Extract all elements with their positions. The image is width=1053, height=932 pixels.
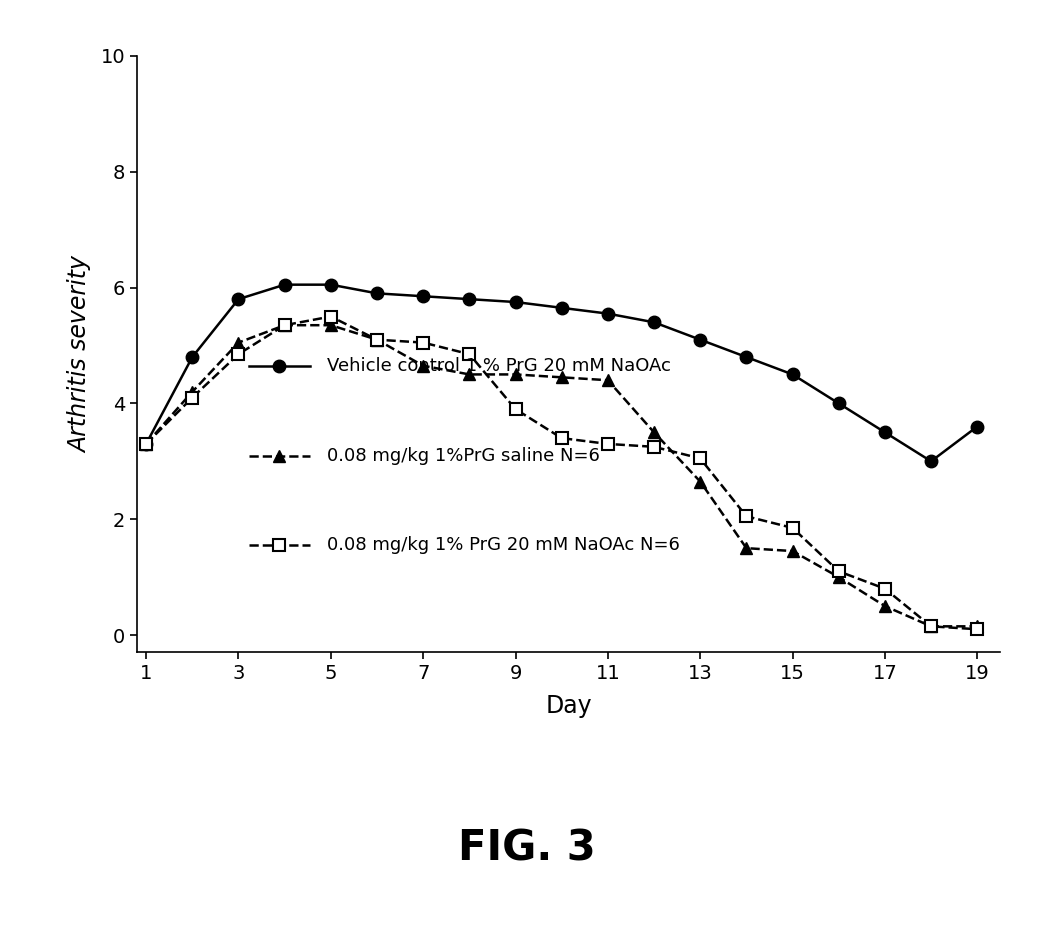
X-axis label: Day: Day (545, 694, 592, 719)
Text: 0.08 mg/kg 1% PrG 20 mM NaOAc N=6: 0.08 mg/kg 1% PrG 20 mM NaOAc N=6 (326, 536, 680, 554)
Text: FIG. 3: FIG. 3 (458, 827, 595, 870)
Text: Vehicle control 1 % PrG 20 mM NaOAc: Vehicle control 1 % PrG 20 mM NaOAc (326, 357, 671, 375)
Text: 0.08 mg/kg 1%PrG saline N=6: 0.08 mg/kg 1%PrG saline N=6 (326, 446, 600, 464)
Y-axis label: Arthritis severity: Arthritis severity (68, 255, 92, 453)
